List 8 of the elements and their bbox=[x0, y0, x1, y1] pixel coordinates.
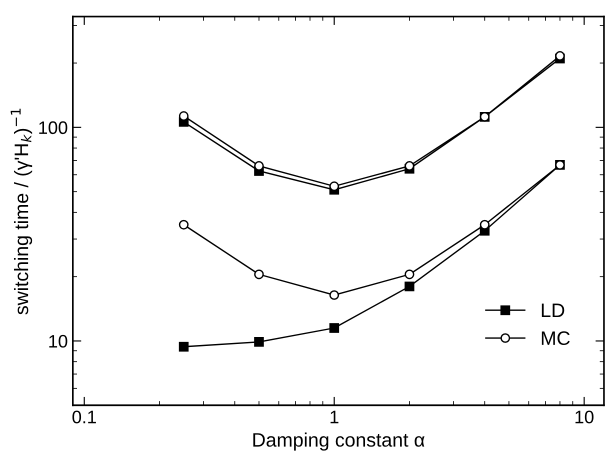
legend-label: LD bbox=[542, 304, 564, 318]
legend-label: MC bbox=[542, 331, 570, 346]
x-tick-label: 1 bbox=[330, 410, 338, 424]
x-tick-label: 0.1 bbox=[72, 410, 96, 424]
x-tick-label: 10 bbox=[576, 410, 594, 424]
y-tick-label: 100 bbox=[39, 121, 68, 134]
x-axis-title: Damping constant α bbox=[253, 432, 425, 451]
y-axis-title: switching time / (γ'H$_{k}$)$^{−1}$ bbox=[10, 108, 32, 315]
